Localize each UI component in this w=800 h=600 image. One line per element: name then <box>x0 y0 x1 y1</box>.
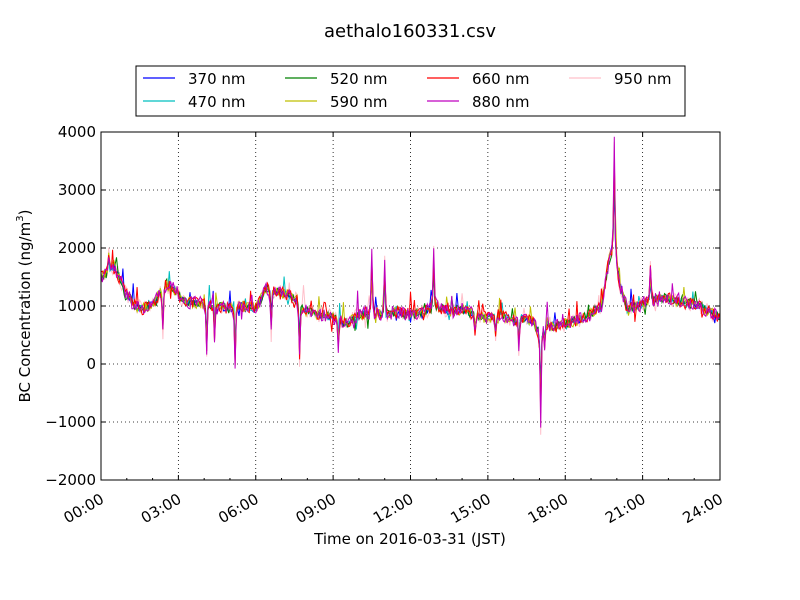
y-axis-label-sup: 3 <box>15 215 26 221</box>
x-tick-label: 09:00 <box>293 490 339 527</box>
legend-label: 590 nm <box>330 93 388 111</box>
legend-label: 520 nm <box>330 70 388 88</box>
legend-entry: 520 nm <box>285 70 388 88</box>
series-line-370-nm <box>100 187 721 386</box>
legend-entry: 660 nm <box>427 70 530 88</box>
x-tick-label: 18:00 <box>525 490 571 527</box>
series-line-520-nm <box>100 171 721 403</box>
y-axis-label: BC Concentration (ng/m3) <box>15 210 34 403</box>
legend-items: 370 nm 470 nm 520 nm 590 nm 660 nm 880 nm 950 … <box>143 70 672 111</box>
chart-title: aethalo160331.csv <box>324 21 496 42</box>
legend-label: 660 nm <box>472 70 530 88</box>
x-tick-label: 24:00 <box>680 490 726 527</box>
series-layer <box>100 136 721 435</box>
legend: 370 nm 470 nm 520 nm 590 nm 660 nm 880 nm 950 … <box>135 65 686 117</box>
y-tick-label: −1000 <box>45 413 96 431</box>
legend-label: 370 nm <box>188 70 246 88</box>
y-tick-label: 2000 <box>58 239 96 257</box>
x-tick-label: 03:00 <box>138 490 184 527</box>
x-tick-label: 00:00 <box>61 490 107 527</box>
x-tick-label: 15:00 <box>447 490 493 527</box>
plot-area <box>100 131 721 481</box>
x-tick-labels: 00:00 03:00 06:00 09:00 12:00 15:00 18:00 21:00… <box>61 490 726 527</box>
legend-label: 880 nm <box>472 93 530 111</box>
legend-entry: 470 nm <box>143 93 246 111</box>
legend-label: 470 nm <box>188 93 246 111</box>
y-tick-label: 4000 <box>58 123 96 141</box>
legend-entry: 950 nm <box>569 70 672 88</box>
y-tick-label: 1000 <box>58 297 96 315</box>
y-axis-label-suffix: ) <box>16 210 34 216</box>
legend-entry: 370 nm <box>143 70 246 88</box>
series-line-470-nm <box>100 176 721 396</box>
y-tick-label: 0 <box>86 355 96 373</box>
x-tick-label: 21:00 <box>602 490 648 527</box>
y-tick-label: 3000 <box>58 181 96 199</box>
x-axis-label: Time on 2016-03-31 (JST) <box>313 530 506 548</box>
x-tick-label: 12:00 <box>370 490 416 527</box>
series-line-660-nm <box>100 157 721 414</box>
y-tick-labels: −2000 −1000 0 1000 2000 3000 4000 <box>45 123 96 489</box>
legend-label: 950 nm <box>614 70 672 88</box>
y-axis-label-main: BC Concentration (ng/m <box>16 222 34 403</box>
legend-box <box>135 65 686 117</box>
legend-entry: 590 nm <box>285 93 388 111</box>
ticks <box>100 131 721 481</box>
series-line-880-nm <box>100 136 721 428</box>
legend-entry: 880 nm <box>427 93 530 111</box>
x-tick-label: 06:00 <box>215 490 261 527</box>
y-tick-label: −2000 <box>45 471 96 489</box>
